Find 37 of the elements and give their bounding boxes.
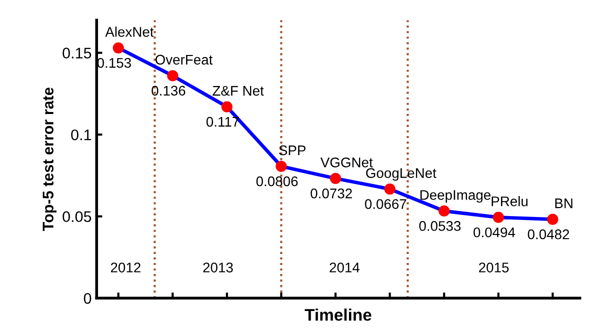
point (492, 212, 504, 223)
annotation: 2012 (110, 262, 140, 272)
y-tick-label: 0.05 (62, 211, 92, 222)
data-label: 0.0494 (474, 227, 516, 238)
point (547, 214, 558, 225)
point (384, 184, 396, 195)
annotation: Z&F Net (212, 86, 264, 96)
data-label: 0.153 (97, 58, 131, 68)
annotation: SPP (279, 145, 306, 156)
annotation: 2013 (203, 262, 233, 272)
annotation: OverFeat (155, 54, 213, 65)
data-label: 0.0667 (364, 199, 406, 209)
annotation: 2015 (479, 262, 509, 272)
annotation: BN (555, 198, 572, 208)
annotation: 2014 (330, 262, 360, 272)
annotation: DeepImage (420, 190, 491, 203)
point (438, 205, 450, 217)
data-label: 0.0482 (528, 229, 570, 240)
data-label: 0.0806 (256, 176, 298, 186)
data-label: 0.0732 (310, 188, 352, 198)
y-tick-label: 0.1 (71, 129, 92, 140)
point (276, 160, 287, 172)
point (330, 172, 342, 184)
point (112, 42, 124, 54)
point (167, 70, 178, 82)
y-axis-title: Top-5 test error rate (42, 88, 56, 231)
annotation: PRelu (492, 196, 528, 206)
point (221, 101, 232, 112)
x-axis-title: Timeline (304, 308, 372, 321)
annotation: VGGNet (320, 158, 373, 168)
y-tick-label: 0 (84, 293, 92, 304)
y-tick-label: 0.15 (62, 48, 92, 58)
data-label: 0.0533 (419, 221, 461, 231)
annotation: AlexNet (105, 26, 154, 37)
data-label: 0.136 (152, 86, 186, 96)
data-label: 0.117 (206, 116, 239, 127)
annotation: GoogLeNet (366, 168, 436, 181)
